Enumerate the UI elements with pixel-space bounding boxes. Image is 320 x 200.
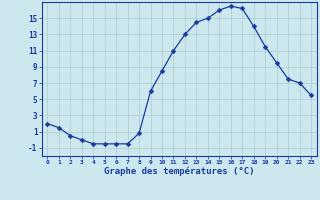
X-axis label: Graphe des températures (°C): Graphe des températures (°C) bbox=[104, 167, 254, 176]
